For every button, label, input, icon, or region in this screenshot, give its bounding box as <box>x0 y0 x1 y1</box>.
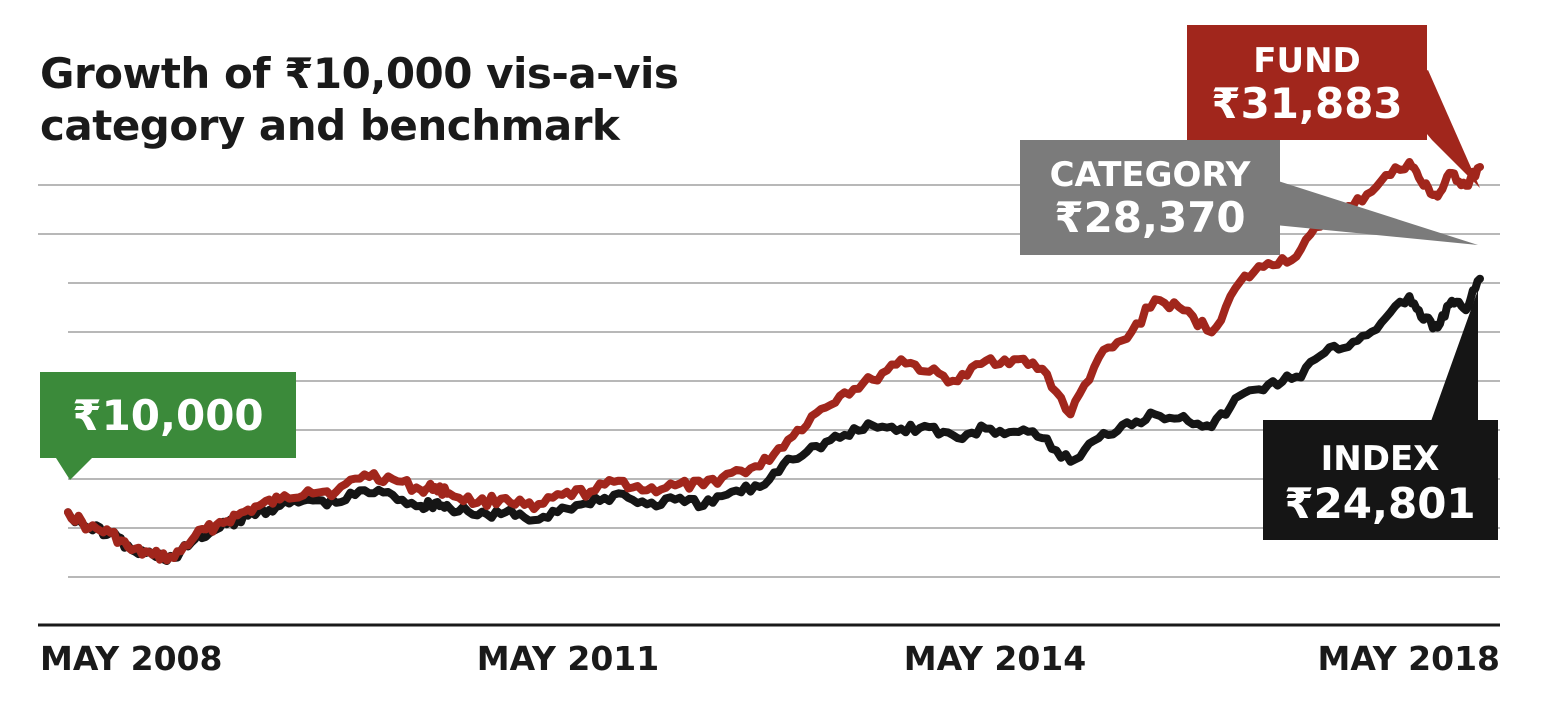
x-tick-label: MAY 2011 <box>477 639 659 678</box>
fund-value-label: ₹31,883 <box>1211 79 1402 128</box>
chart-title-line-2: category and benchmark <box>40 101 620 150</box>
start-value-callout: ₹10,000 <box>40 372 296 480</box>
category-series-name: CATEGORY <box>1050 155 1251 195</box>
index-callout-pointer <box>1430 290 1478 424</box>
category-callout-pointer <box>1275 180 1478 245</box>
category-callout: CATEGORY ₹28,370 <box>1020 140 1478 255</box>
grid-lines <box>38 184 1500 578</box>
index-series-name: INDEX <box>1321 439 1440 479</box>
index-series-line <box>64 274 1484 565</box>
index-callout: INDEX ₹24,801 <box>1263 290 1498 540</box>
index-callout-box <box>1263 420 1498 540</box>
x-axis-ticks: MAY 2008 MAY 2011 MAY 2014 MAY 2018 <box>40 639 1500 678</box>
index-value-label: ₹24,801 <box>1284 479 1475 528</box>
fund-series-name: FUND <box>1253 41 1361 81</box>
start-value-label: ₹10,000 <box>72 391 263 440</box>
fund-callout: FUND ₹31,883 <box>1187 25 1480 188</box>
chart-title: Growth of ₹10,000 vis-a-vis category and… <box>40 48 679 152</box>
series-callouts: ₹10,000 FUND ₹31,883 CATEGORY ₹28,370 IN… <box>40 25 1498 540</box>
x-tick-label: MAY 2008 <box>40 639 222 678</box>
start-callout-pointer <box>56 458 92 480</box>
fund-callout-box <box>1187 25 1427 140</box>
x-tick-label: MAY 2018 <box>1318 639 1500 678</box>
x-tick-label: MAY 2014 <box>904 639 1086 678</box>
category-value-label: ₹28,370 <box>1054 193 1245 242</box>
series-lines <box>64 158 1484 565</box>
category-callout-box <box>1020 140 1280 255</box>
start-callout-box <box>40 372 296 458</box>
chart-title-line-1: Growth of ₹10,000 vis-a-vis <box>40 49 679 98</box>
fund-series-line <box>64 158 1484 565</box>
